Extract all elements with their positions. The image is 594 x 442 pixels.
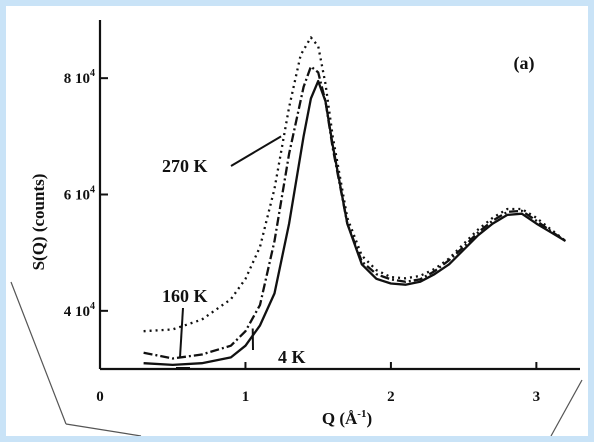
x-axis-title-main: Q (Å bbox=[322, 409, 358, 428]
y-tick-exponent: 4 bbox=[90, 68, 95, 79]
x-tick-label: 2 bbox=[387, 389, 395, 405]
curve-label-leader bbox=[230, 135, 282, 167]
y-tick-label: 4 104 bbox=[64, 301, 95, 320]
series-line bbox=[143, 36, 567, 333]
y-tick-label: 6 104 bbox=[64, 185, 95, 204]
series-line bbox=[143, 65, 567, 360]
x-tick-label: 3 bbox=[533, 389, 541, 405]
x-axis-title-exponent: -1 bbox=[357, 408, 366, 420]
x-tick-label: 1 bbox=[242, 389, 250, 405]
curve-label: 270 K bbox=[162, 156, 208, 176]
axes bbox=[98, 20, 580, 371]
x-axis-title: Q (Å-1) bbox=[322, 408, 372, 428]
y-tick-base: 10 bbox=[75, 71, 90, 87]
y-tick-mantissa: 8 bbox=[64, 71, 75, 87]
curve-labels: 270 K 160 K 4 K bbox=[162, 135, 306, 369]
y-tick-base: 10 bbox=[75, 304, 90, 320]
y-tick-label: 8 104 bbox=[64, 68, 95, 87]
y-tick-exponent: 4 bbox=[90, 185, 95, 196]
y-tick-exponent: 4 bbox=[90, 301, 95, 312]
perspective-edges bbox=[10, 281, 583, 436]
x-axis-title-close: ) bbox=[366, 409, 372, 428]
curve-label: 4 K bbox=[278, 347, 306, 367]
perspective-edge-right bbox=[550, 379, 583, 436]
y-tick-base: 10 bbox=[75, 188, 90, 204]
curve-label: 160 K bbox=[162, 286, 208, 306]
y-axis-title: S(Q) (counts) bbox=[29, 174, 48, 271]
curve-label-leader bbox=[179, 307, 184, 358]
x-tick-label: 0 bbox=[96, 389, 104, 405]
series-line bbox=[143, 79, 567, 367]
perspective-edge-left-upper bbox=[10, 281, 67, 425]
y-tick-mantissa: 6 bbox=[64, 188, 75, 204]
series-layer bbox=[143, 36, 567, 367]
panel-label: (a) bbox=[514, 53, 535, 74]
y-tick-mantissa: 4 bbox=[64, 304, 75, 320]
perspective-edge-left-lower bbox=[65, 423, 142, 436]
